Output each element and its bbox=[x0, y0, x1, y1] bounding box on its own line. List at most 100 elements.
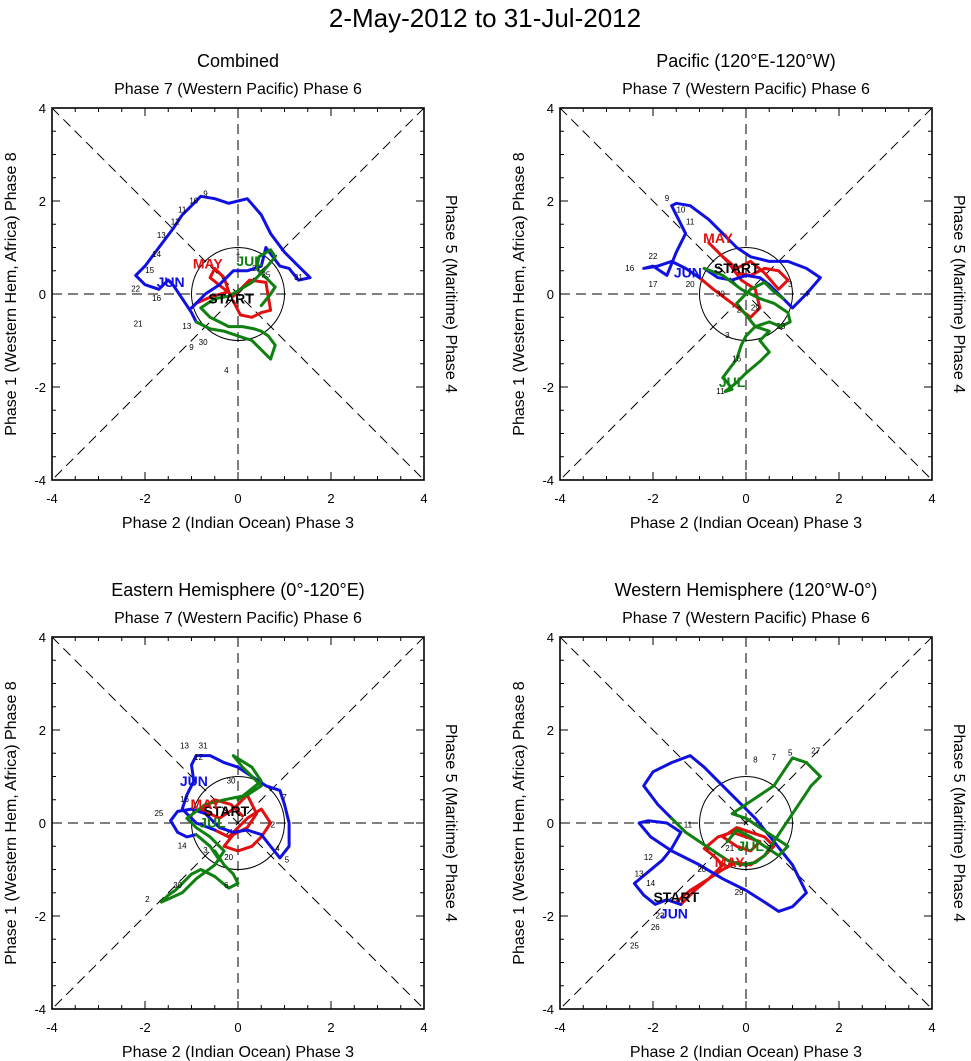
annotation-jun: JUN bbox=[157, 274, 185, 290]
y-tick-label: -4 bbox=[34, 473, 46, 488]
day-label: 31 bbox=[199, 742, 208, 751]
x-tick-label: 0 bbox=[742, 1020, 749, 1035]
day-label: 2 bbox=[767, 844, 772, 853]
day-label: 16 bbox=[152, 294, 161, 303]
y-tick-label: 0 bbox=[547, 816, 554, 831]
x-tick-label: -4 bbox=[554, 1020, 566, 1035]
day-label: 14 bbox=[178, 842, 187, 851]
series-line-jun bbox=[642, 201, 822, 310]
day-label: 21 bbox=[725, 844, 734, 853]
y-tick-label: 2 bbox=[39, 194, 46, 209]
x-tick-label: 2 bbox=[327, 1020, 334, 1035]
day-label: 22 bbox=[131, 285, 140, 294]
day-label: 30 bbox=[173, 881, 182, 890]
series-line-jul bbox=[159, 754, 263, 904]
y-tick-label: -2 bbox=[542, 380, 554, 395]
x-tick-label: 4 bbox=[928, 1020, 935, 1035]
day-label: 13 bbox=[635, 869, 644, 878]
x-tick-label: 4 bbox=[928, 491, 935, 506]
annotation-may: MAY bbox=[191, 796, 221, 812]
day-label: 12 bbox=[644, 853, 653, 862]
x-axis-label: Phase 2 (Indian Ocean) Phase 3 bbox=[630, 1044, 862, 1061]
y-axis-label: Phase 1 (Western Hem, Africa) Phase 8 bbox=[511, 681, 528, 964]
day-label: 11 bbox=[178, 206, 187, 215]
y-tick-label: 0 bbox=[547, 287, 554, 302]
annotation-jul: JUL bbox=[199, 815, 226, 831]
day-label: 4 bbox=[224, 366, 229, 375]
panel-title: Eastern Hemisphere (0°-120°E) bbox=[111, 580, 365, 600]
day-label: 21 bbox=[134, 320, 143, 329]
panel-title: Western Hemisphere (120°W-0°) bbox=[615, 580, 878, 600]
day-label: 10 bbox=[189, 196, 198, 205]
y-tick-label: 4 bbox=[547, 630, 554, 645]
x-axis-label: Phase 2 (Indian Ocean) Phase 3 bbox=[630, 515, 862, 532]
x-tick-label: -4 bbox=[46, 491, 58, 506]
day-label: 3 bbox=[203, 846, 208, 855]
annotation-jul: JUL bbox=[236, 253, 263, 269]
y-tick-label: -4 bbox=[542, 1002, 554, 1017]
right-axis-label: Phase 5 (Maritime) Phase 4 bbox=[442, 724, 459, 922]
day-label: 15 bbox=[145, 266, 154, 275]
y-tick-label: 4 bbox=[547, 101, 554, 116]
annotation-jun: JUN bbox=[674, 265, 702, 281]
day-label: 20 bbox=[686, 280, 695, 289]
x-tick-label: 0 bbox=[234, 1020, 241, 1035]
x-tick-label: 0 bbox=[234, 491, 241, 506]
day-label: 30 bbox=[199, 338, 208, 347]
day-label: 11 bbox=[686, 217, 695, 226]
annotation-start: START bbox=[714, 260, 760, 276]
day-label: 10 bbox=[676, 206, 685, 215]
annotation-start: START bbox=[653, 889, 699, 905]
x-tick-label: -4 bbox=[46, 1020, 58, 1035]
x-tick-label: -2 bbox=[647, 1020, 659, 1035]
day-label: 7 bbox=[772, 753, 777, 762]
day-label: 25 bbox=[261, 271, 270, 280]
day-label: 1 bbox=[744, 860, 749, 869]
day-label: 31 bbox=[294, 273, 303, 282]
x-tick-label: -2 bbox=[139, 1020, 151, 1035]
y-tick-label: 4 bbox=[39, 101, 46, 116]
day-label: 20 bbox=[697, 865, 706, 874]
axis-ticks bbox=[51, 636, 425, 1010]
day-label: 20 bbox=[224, 853, 233, 862]
day-label: 4 bbox=[275, 844, 280, 853]
top-axis-label: Phase 7 (Western Pacific) Phase 6 bbox=[114, 610, 362, 627]
x-tick-label: 2 bbox=[835, 1020, 842, 1035]
y-tick-label: 2 bbox=[547, 194, 554, 209]
day-label: 23 bbox=[656, 911, 665, 920]
y-tick-label: -2 bbox=[542, 909, 554, 924]
y-tick-label: 4 bbox=[39, 630, 46, 645]
unit-circle bbox=[191, 247, 285, 341]
y-tick-label: -4 bbox=[542, 473, 554, 488]
axis-ticks bbox=[51, 107, 425, 481]
day-label: 11 bbox=[716, 387, 725, 396]
annotation-start: START bbox=[204, 803, 250, 819]
right-axis-label: Phase 5 (Maritime) Phase 4 bbox=[950, 724, 967, 922]
day-label: 3 bbox=[725, 331, 730, 340]
top-axis-label: Phase 7 (Western Pacific) Phase 6 bbox=[114, 81, 362, 98]
panel-western-hemisphere: Western Hemisphere (120°W-0°) Phase 7 (W… bbox=[511, 580, 967, 1061]
day-label: 2 bbox=[271, 821, 276, 830]
y-tick-label: -2 bbox=[34, 909, 46, 924]
series-line-jul bbox=[702, 266, 792, 394]
day-label: 9 bbox=[189, 343, 194, 352]
y-tick-label: 2 bbox=[547, 723, 554, 738]
day-label: 6 bbox=[224, 881, 229, 890]
annotation-jul: JUL bbox=[719, 374, 746, 390]
top-axis-label: Phase 7 (Western Pacific) Phase 6 bbox=[622, 610, 870, 627]
day-label: 27 bbox=[252, 264, 261, 273]
day-label: 2 bbox=[737, 306, 742, 315]
day-label: 17 bbox=[649, 280, 658, 289]
day-label: 13 bbox=[180, 742, 189, 751]
right-axis-label: Phase 5 (Maritime) Phase 4 bbox=[950, 195, 967, 393]
series-line-may bbox=[698, 241, 790, 319]
day-label: 16 bbox=[180, 795, 189, 804]
x-tick-label: 4 bbox=[420, 1020, 427, 1035]
unit-circle bbox=[699, 776, 793, 870]
x-tick-label: -4 bbox=[554, 491, 566, 506]
day-label: 9 bbox=[665, 194, 670, 203]
day-label: 27 bbox=[811, 746, 820, 755]
day-label: 16 bbox=[732, 354, 741, 363]
